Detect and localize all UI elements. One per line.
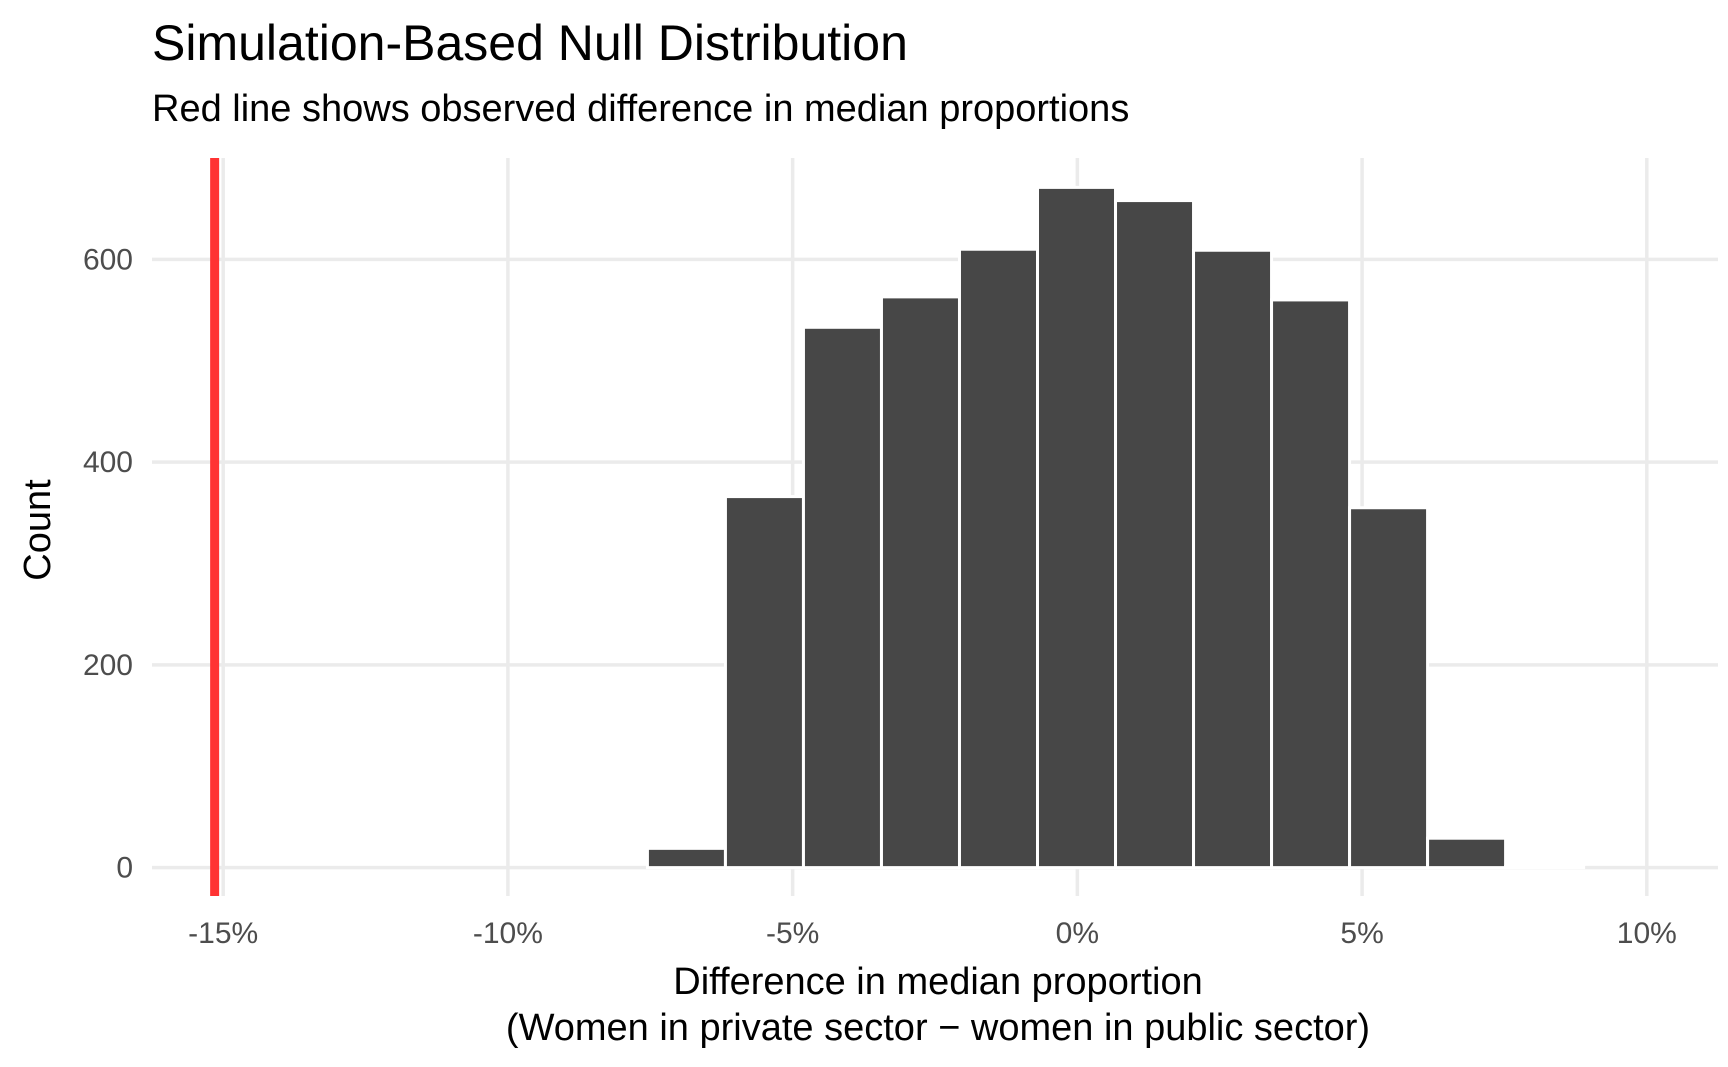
x-tick-label: -15% xyxy=(188,917,258,950)
x-axis-title: Difference in median proportion xyxy=(673,961,1203,1003)
x-tick-label: -5% xyxy=(766,917,819,950)
histogram-bar xyxy=(645,846,727,870)
y-tick-label: 400 xyxy=(83,446,133,479)
x-tick-label: 0% xyxy=(1056,917,1099,950)
chart-title: Simulation-Based Null Distribution xyxy=(152,15,908,71)
y-tick-label: 600 xyxy=(83,243,133,276)
histogram-bar xyxy=(879,295,961,870)
tick-label-layer: -15% -10% -5% 0% 5% 10% 0 200 400 600 xyxy=(83,243,1677,950)
histogram-bar xyxy=(1192,248,1274,870)
histogram-bar xyxy=(1114,199,1196,870)
x-tick-label: 10% xyxy=(1617,917,1677,950)
chart-subtitle: Red line shows observed difference in me… xyxy=(152,88,1130,130)
histogram-bar xyxy=(957,247,1040,870)
y-tick-label: 0 xyxy=(116,852,133,885)
y-tick-label: 200 xyxy=(83,649,133,682)
x-axis-subtitle: (Women in private sector − women in publ… xyxy=(506,1007,1370,1049)
histogram-bar xyxy=(723,495,805,870)
histogram-bar xyxy=(1504,865,1586,870)
histogram-bar xyxy=(1348,506,1430,870)
y-axis-title: Count xyxy=(17,479,59,581)
x-tick-label: 5% xyxy=(1340,917,1383,950)
histogram-bar xyxy=(1426,836,1508,870)
histogram-bar xyxy=(1270,298,1352,870)
histogram-bar xyxy=(1036,185,1118,870)
bars-layer xyxy=(645,185,1586,870)
histogram-bar xyxy=(801,325,883,870)
x-tick-label: -10% xyxy=(473,917,543,950)
